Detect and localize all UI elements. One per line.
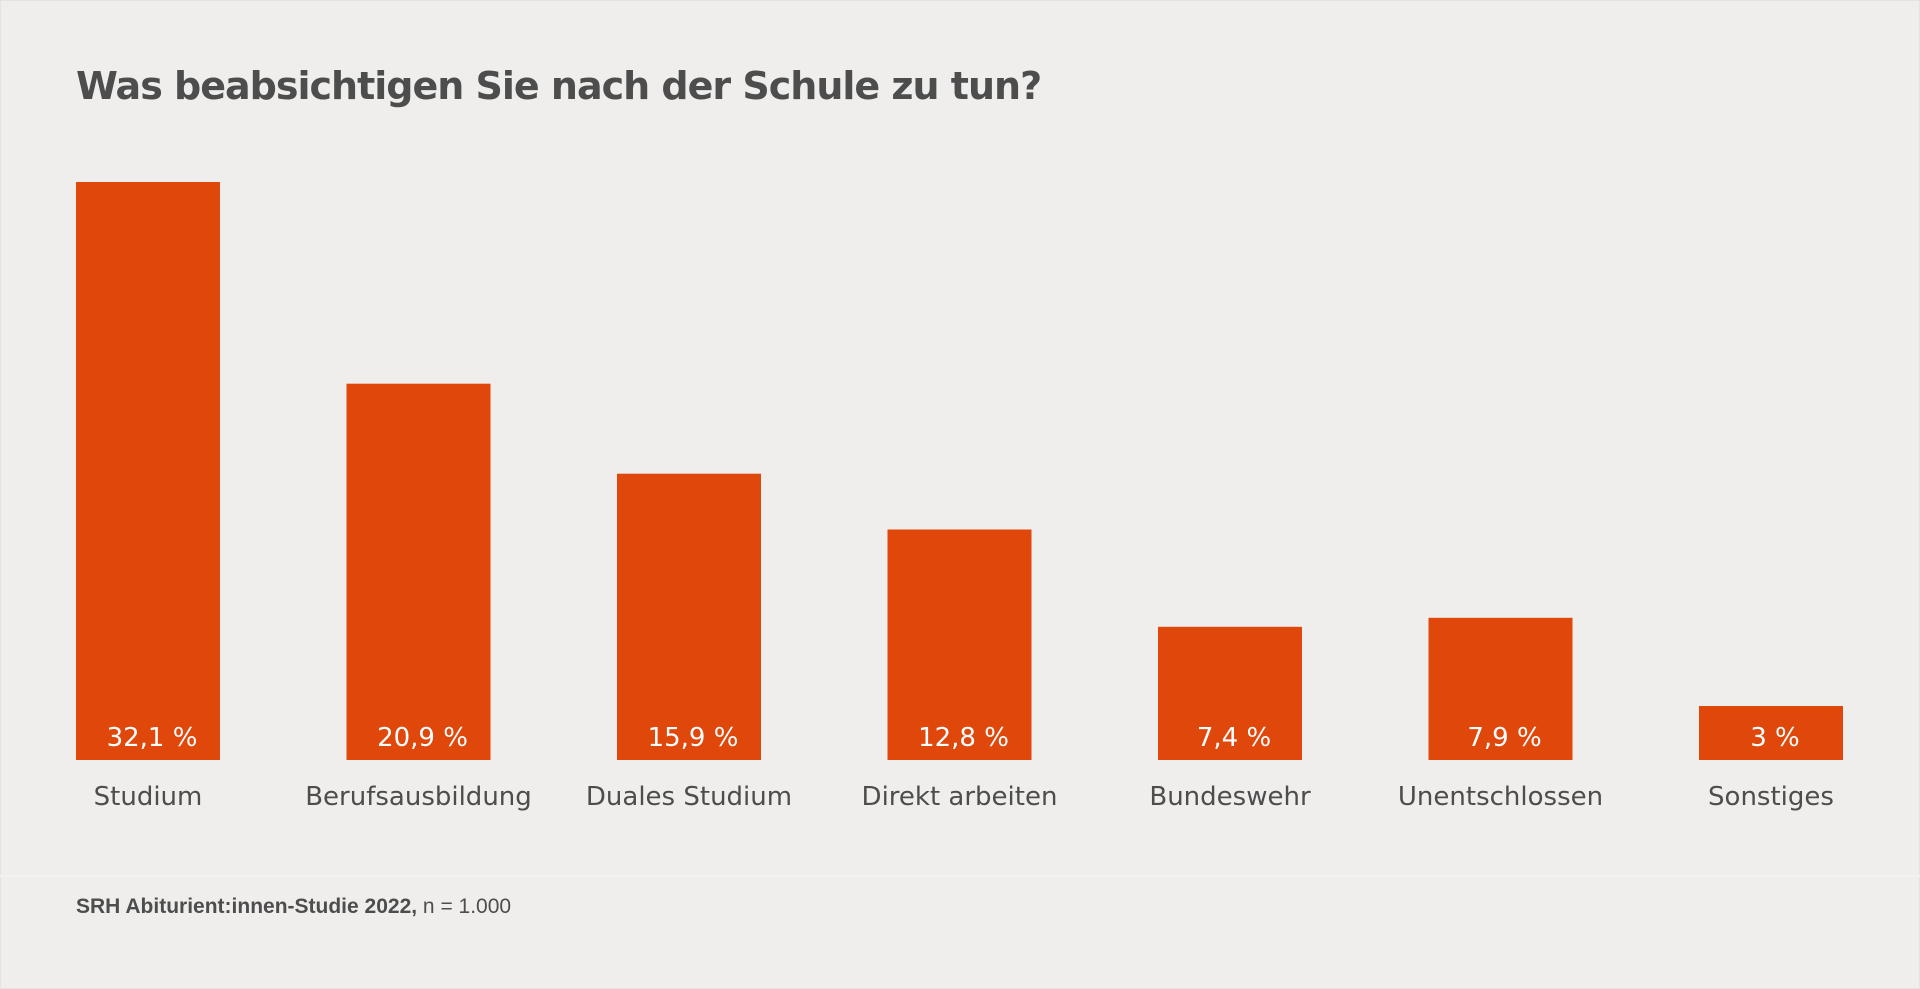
category-label-bundeswehr: Bundeswehr [1149, 782, 1311, 812]
chart-title: Was beabsichtigen Sie nach der Schule zu… [76, 64, 1042, 108]
source-sample-size: n = 1.000 [417, 895, 512, 918]
bar-direkt-arbeiten [887, 529, 1032, 760]
category-labels-layer: Studium Berufsausbildung Duales Studium Dir… [94, 782, 1834, 812]
value-label-studium: 32,1 % [107, 723, 198, 753]
value-label-bundeswehr: 7,4 % [1197, 723, 1271, 753]
value-label-sonstiges: 3 % [1750, 723, 1800, 753]
category-label-duales-studium: Duales Studium [586, 782, 792, 812]
bar-sonstiges [1699, 706, 1843, 760]
value-labels-layer: 32,1 % 20,9 % 15,9 % 12,8 % 7,4 % 7,9 % 3 % [107, 723, 1800, 753]
bar-studium [76, 182, 220, 760]
footer-divider [0, 875, 1920, 877]
bar-chart: 32,1 % 20,9 % 15,9 % 12,8 % 7,4 % 7,9 % 3 % St… [76, 182, 1843, 812]
bar-berufsausbildung [346, 383, 491, 760]
bar-unentschlossen [1428, 617, 1573, 760]
category-label-direkt-arbeiten: Direkt arbeiten [862, 782, 1058, 812]
category-label-unentschlossen: Unentschlossen [1398, 782, 1603, 812]
value-label-berufsausbildung: 20,9 % [377, 723, 468, 753]
category-label-sonstiges: Sonstiges [1708, 782, 1834, 812]
bar-duales-studium [617, 473, 761, 760]
bar-bundeswehr [1158, 626, 1302, 760]
value-label-direkt-arbeiten: 12,8 % [918, 723, 1009, 753]
category-label-studium: Studium [94, 782, 203, 812]
value-label-duales-studium: 15,9 % [648, 723, 739, 753]
bars-layer [76, 182, 1843, 760]
source-note: SRH Abiturient:innen-Studie 2022, n = 1.… [76, 895, 511, 919]
value-label-unentschlossen: 7,9 % [1467, 723, 1541, 753]
source-name: SRH Abiturient:innen-Studie 2022, [76, 895, 418, 918]
category-label-berufsausbildung: Berufsausbildung [305, 782, 532, 812]
